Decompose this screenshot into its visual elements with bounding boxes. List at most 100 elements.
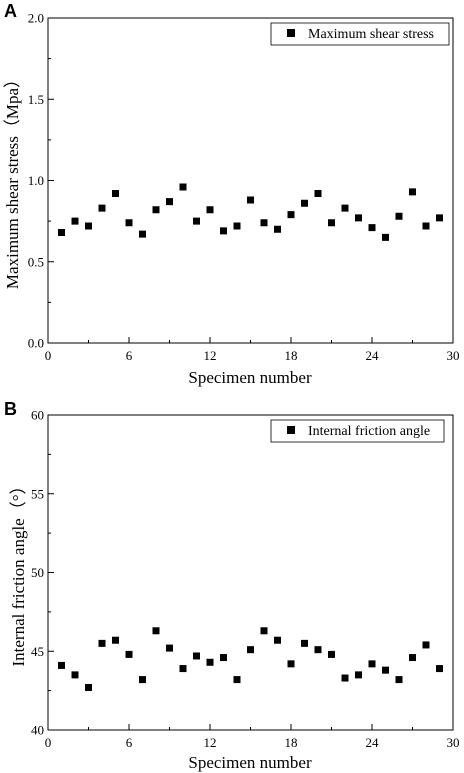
y-tick-label-a: 0.5 — [28, 254, 44, 269]
x-tick-label-b: 18 — [285, 735, 298, 750]
plot-frame-a — [47, 17, 454, 344]
data-point-a — [314, 190, 322, 197]
panel-letter-b: B — [4, 399, 17, 419]
x-tick-label-b: 30 — [447, 735, 460, 750]
x-tick-label-a: 6 — [126, 348, 133, 363]
y-tick-label-b: 55 — [31, 486, 44, 501]
data-point-a — [112, 190, 119, 197]
data-point-b — [287, 660, 295, 668]
ticks-b: 0 6 12 18 24 30 40 45 50 55 60 — [31, 408, 460, 751]
data-point-b — [314, 646, 322, 654]
data-point-a — [287, 211, 295, 219]
data-point-b — [220, 654, 227, 662]
data-point-a — [368, 224, 376, 232]
data-point-b — [247, 646, 254, 654]
data-point-b — [179, 665, 187, 673]
data-point-b — [152, 627, 160, 635]
panel-letter-a: A — [4, 1, 17, 21]
data-point-b — [422, 641, 430, 649]
data-point-a — [301, 199, 308, 207]
x-tick-label-a: 24 — [366, 348, 380, 363]
data-point-a — [152, 206, 160, 214]
data-point-a — [382, 233, 389, 241]
legend-label-b: Internal friction angle — [308, 424, 430, 439]
data-point-a — [247, 196, 254, 204]
data-point-a — [355, 214, 362, 222]
data-point-b — [341, 674, 349, 682]
data-point-b — [233, 676, 241, 684]
data-point-a — [58, 229, 65, 236]
data-point-a — [71, 217, 79, 225]
legend-box-a — [270, 22, 450, 46]
data-point-a — [166, 198, 173, 206]
x-tick-label-b: 0 — [45, 735, 52, 750]
data-point-b — [98, 639, 106, 647]
x-tick-label-b: 6 — [126, 735, 133, 750]
data-point-b — [436, 665, 443, 673]
x-axis-label-a: Specimen number — [188, 368, 312, 387]
y-tick-label-a: 1.0 — [28, 173, 44, 188]
x-tick-label-b: 24 — [366, 735, 380, 750]
x-tick-label-a: 18 — [285, 348, 298, 363]
data-point-b — [328, 650, 335, 658]
legend-b: Internal friction angle — [270, 419, 445, 443]
y-axis-label-b: Internal friction angle（°） — [9, 477, 28, 666]
x-axis-label-b: Specimen number — [188, 753, 312, 772]
panel-a: A 0 6 12 18 24 30 0.0 0.5 1.0 1.5 2.0 Maximum shea… — [3, 1, 460, 387]
data-point-b — [58, 661, 65, 669]
data-point-b — [274, 636, 281, 644]
y-tick-label-b: 45 — [31, 644, 44, 659]
y-tick-label-a: 0.0 — [28, 336, 44, 351]
data-point-b — [395, 676, 403, 684]
y-axis-label-a: Maximum shear stress（Mpa） — [3, 71, 22, 289]
data-point-b — [166, 644, 173, 652]
data-point-b — [260, 627, 268, 635]
legend-box-b — [270, 419, 445, 443]
y-tick-label-a: 1.5 — [28, 92, 44, 107]
data-point-b — [85, 683, 92, 691]
plot-frame-b — [47, 414, 454, 731]
data-point-a — [395, 212, 403, 220]
x-tick-label-b: 12 — [204, 735, 217, 750]
data-point-a — [85, 222, 92, 230]
x-tick-label-a: 0 — [45, 348, 52, 363]
data-point-b — [368, 660, 376, 668]
panel-b: B 0 6 12 18 24 30 40 45 50 55 60 Internal friction… — [4, 399, 460, 772]
data-point-b — [355, 671, 362, 679]
y-tick-label-b: 40 — [31, 723, 44, 738]
legend-a: Maximum shear stress — [270, 22, 450, 46]
data-point-b — [301, 639, 308, 647]
y-tick-label-b: 50 — [31, 565, 44, 580]
data-point-b — [125, 650, 133, 658]
data-point-a — [260, 219, 268, 227]
data-point-b — [71, 671, 79, 679]
ticks-a: 0 6 12 18 24 30 0.0 0.5 1.0 1.5 2.0 — [28, 11, 460, 364]
legend-marker-a — [287, 29, 295, 37]
data-point-a — [179, 183, 187, 191]
data-point-a — [98, 204, 106, 212]
x-tick-label-a: 12 — [204, 348, 217, 363]
data-point-b — [382, 666, 389, 674]
data-point-a — [125, 219, 133, 227]
data-point-a — [139, 230, 146, 238]
data-point-a — [220, 227, 227, 235]
markers-a — [58, 183, 443, 241]
data-point-a — [436, 214, 443, 222]
data-point-a — [422, 222, 430, 230]
data-point-b — [206, 658, 214, 666]
y-tick-label-b: 60 — [31, 408, 44, 423]
legend-label-a: Maximum shear stress — [308, 27, 434, 42]
legend-marker-b — [287, 426, 295, 434]
data-point-a — [206, 206, 214, 214]
data-point-a — [409, 188, 416, 196]
data-point-a — [328, 219, 335, 227]
data-point-b — [112, 636, 119, 644]
data-point-a — [193, 217, 200, 225]
data-point-a — [341, 204, 349, 212]
y-tick-label-a: 2.0 — [28, 11, 44, 26]
data-point-a — [233, 222, 241, 230]
data-point-b — [409, 654, 416, 662]
data-point-b — [139, 676, 146, 684]
data-point-b — [193, 652, 200, 660]
